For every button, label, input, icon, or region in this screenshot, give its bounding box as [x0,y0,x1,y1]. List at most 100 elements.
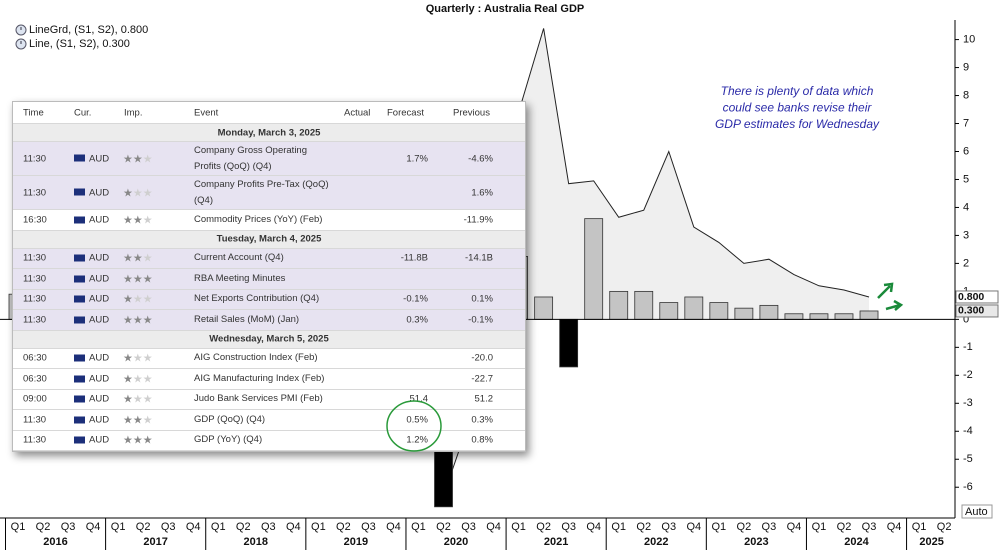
legend-label: Line, (S1, S2), 0.300 [29,38,130,50]
previous: -0.1% [468,314,493,326]
forecast: -11.8B [400,252,428,264]
event-row: 11:30 AUD ★★★ Company Profits Pre-Tax (QoQ)… [13,176,525,210]
time: 06:30 [23,373,47,385]
event-row: 11:30 AUD ★★★ Net Exports Contribution (Q4)… [13,289,525,310]
bar [534,296,554,320]
x-tick-label: Q3 [561,521,576,533]
star: ★ [132,153,143,165]
year-label: 2021 [544,536,568,548]
star: ★ [142,373,153,386]
event: Judo Bank Services PMI (Feb) [194,393,323,405]
bar [659,302,679,320]
x-tick-label: Q3 [762,521,777,533]
x-tick-label: Q1 [511,521,526,533]
time: 16:30 [23,214,47,226]
star: ★ [132,273,143,286]
event: AIG Manufacturing Index (Feb) [194,372,325,384]
x-tick-label: Q1 [111,521,126,533]
year-label: 2024 [844,536,869,548]
legend-label: LineGrd, (S1, S2), 0.800 [29,24,148,36]
star: ★ [123,252,133,265]
auto-button[interactable] [961,504,993,519]
star: ★ [123,187,133,199]
flag-icon [74,275,85,283]
importance-stars: ★★★ [123,293,153,306]
date: Monday, March 3, 2025 [217,127,321,138]
currency-code: AUD [89,393,110,405]
x-tick-label: Q3 [261,521,276,533]
star: ★ [142,314,153,327]
x-tick-label: Q4 [86,521,101,533]
event-row: 11:30 AUD ★★★ GDP (YoY) (Q4) 1.2% 0.8% [13,431,525,451]
year-label: 2017 [143,536,167,548]
star: ★ [142,252,153,265]
x-tick-label: Q4 [286,521,301,533]
currency-code: AUD [89,153,110,164]
column-header: Actual [344,107,371,118]
y-tick-label: 3 [963,229,969,241]
currency: AUD [74,273,109,284]
year-label: 2022 [644,536,668,548]
x-tick-label: Q3 [862,521,877,533]
time: 11:30 [23,252,47,264]
chart-title: Quarterly : Australia Real GDP [426,3,585,15]
x-tick-label: Q3 [361,521,376,533]
star: ★ [123,153,133,165]
year-label: 2018 [244,536,268,548]
star: ★ [132,293,143,306]
star: ★ [142,434,153,447]
column-header: Event [194,107,219,118]
end-label-box [955,290,999,304]
flag-icon [74,316,85,324]
flag-icon [74,254,85,262]
event-row: 11:30 AUD ★★★ Current Account (Q4) -11.8B -14… [13,248,525,269]
column-header: Forecast [387,107,424,118]
time: 11:30 [23,153,47,164]
previous: 0.3% [471,414,493,426]
star: ★ [132,434,143,447]
x-tick-label: Q1 [211,521,226,533]
y-tick-label: -2 [963,369,973,381]
event-row: 11:30 AUD ★★★ Company Gross Operating Profi… [13,142,525,176]
forecast: 51.4 [409,393,429,405]
y-tick-label: 5 [963,173,969,185]
forecast: 1.2% [406,434,428,446]
flag-icon [74,154,85,162]
year-label: 2019 [344,536,368,548]
previous: -20.0 [471,352,493,364]
time: 11:30 [23,434,47,446]
currency-code: AUD [89,373,110,385]
bar [734,307,754,320]
star: ★ [132,214,143,227]
x-tick-label: Q1 [411,521,426,533]
star: ★ [142,214,153,227]
y-tick-label: -5 [963,453,973,465]
time: 06:30 [23,352,47,364]
event-row: 09:00 AUD ★★★ Judo Bank Services PMI (Feb) 5… [13,390,525,410]
star: ★ [123,414,133,427]
auto-button-label: Auto [965,506,988,518]
importance-stars: ★★★ [123,434,153,447]
flag-icon [74,436,85,444]
column-header: Previous [453,107,490,118]
x-tick-label: Q2 [837,521,852,533]
currency: AUD [74,353,109,364]
currency: AUD [74,187,109,198]
annotation: There is plenty of data which [721,84,874,98]
importance-stars: ★★★ [123,152,153,165]
currency: AUD [74,314,109,325]
event-row: 11:30 AUD ★★★ Retail Sales (MoM) (Jan) 0.3% -… [13,310,525,331]
forecast: 1.7% [406,153,428,164]
y-tick-label: 9 [963,61,969,73]
x-tick-label: Q4 [486,521,501,533]
time: 11:30 [23,273,47,285]
star: ★ [123,214,133,227]
x-tick-label: Q4 [586,521,601,533]
x-tick-label: Q2 [937,521,952,533]
previous: 0.1% [471,293,493,305]
arrow [877,282,894,299]
flag-icon [74,375,85,383]
currency-code: AUD [89,252,110,264]
column-header: Time [23,107,44,118]
currency-code: AUD [89,352,110,364]
